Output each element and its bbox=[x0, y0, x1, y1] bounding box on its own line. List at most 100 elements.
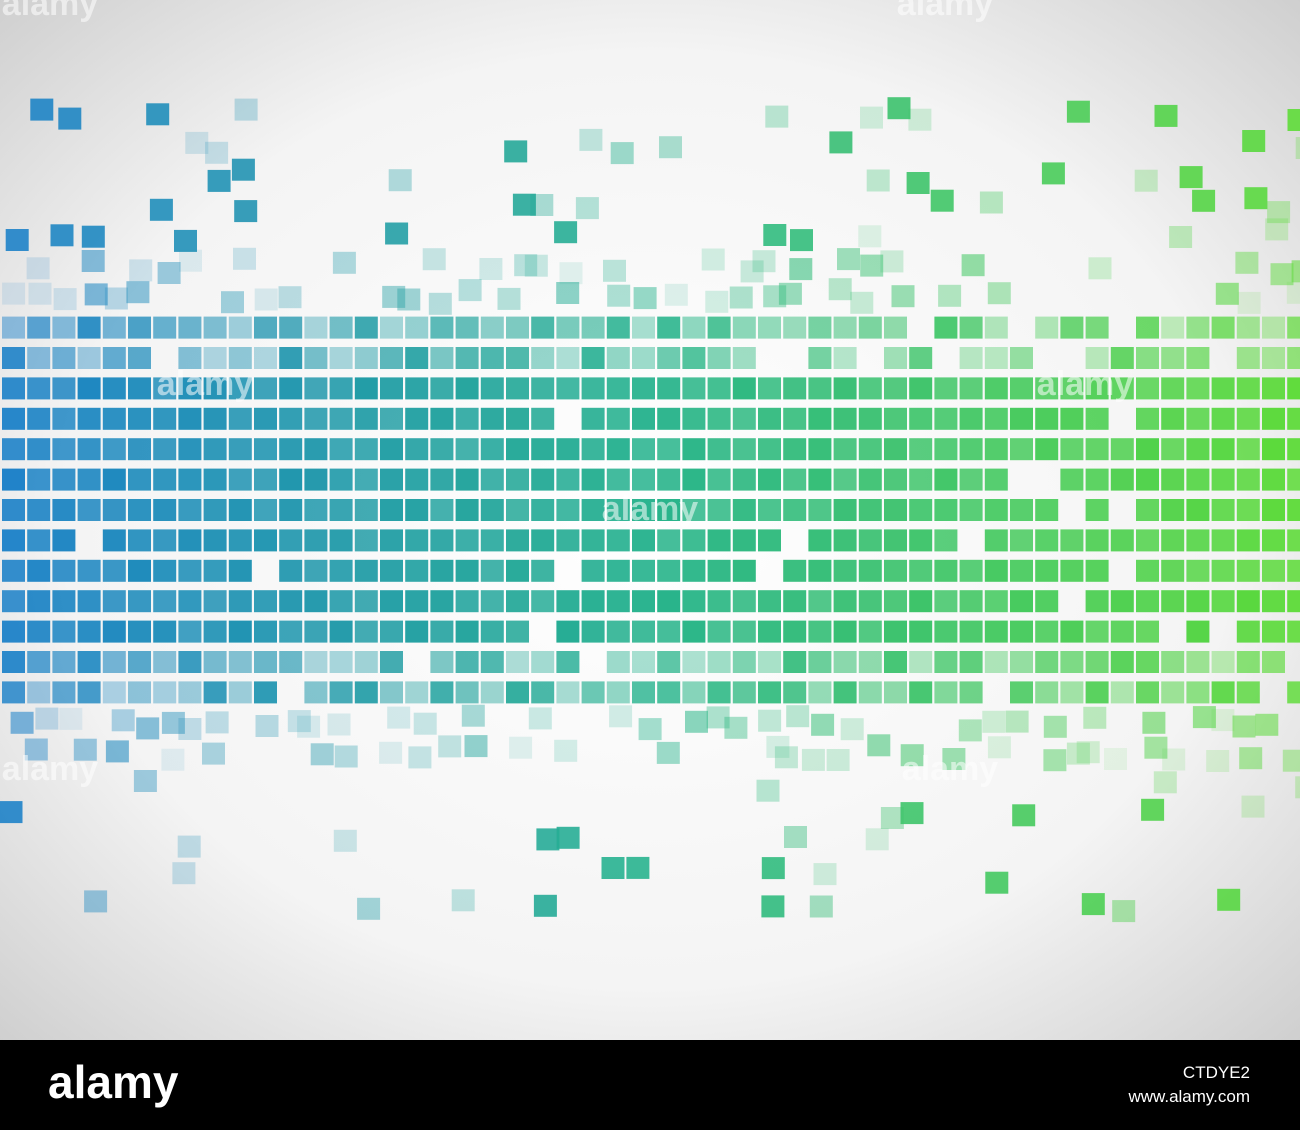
tile bbox=[909, 347, 933, 369]
tile bbox=[701, 248, 725, 271]
tile bbox=[811, 713, 835, 736]
tile bbox=[128, 651, 151, 673]
tile bbox=[387, 706, 411, 729]
tile bbox=[808, 468, 832, 491]
tile bbox=[763, 285, 787, 308]
tile bbox=[1287, 438, 1300, 461]
tile bbox=[480, 651, 504, 673]
tile bbox=[858, 590, 882, 613]
tile bbox=[228, 347, 252, 369]
tile bbox=[707, 590, 731, 613]
tile bbox=[255, 715, 279, 737]
tile bbox=[228, 438, 252, 461]
tile bbox=[531, 590, 555, 613]
tile bbox=[833, 316, 857, 339]
tile bbox=[579, 128, 603, 151]
tile bbox=[1110, 468, 1134, 491]
tile bbox=[657, 377, 681, 400]
tile bbox=[1262, 316, 1285, 339]
tile bbox=[606, 651, 630, 673]
tile bbox=[682, 407, 706, 430]
tile bbox=[1136, 377, 1159, 400]
tile bbox=[1161, 316, 1185, 339]
tile bbox=[984, 377, 1008, 400]
tile bbox=[77, 620, 101, 643]
tile bbox=[102, 651, 126, 673]
tile bbox=[1035, 316, 1059, 339]
tile bbox=[891, 285, 915, 308]
tile bbox=[1270, 263, 1294, 286]
tile bbox=[1186, 499, 1210, 521]
tile bbox=[128, 347, 151, 369]
tile bbox=[758, 316, 781, 339]
tile bbox=[707, 316, 731, 339]
tile bbox=[761, 857, 785, 880]
watermark: alamy bbox=[2, 0, 98, 23]
tile bbox=[329, 529, 353, 552]
tile bbox=[1060, 559, 1084, 582]
tile bbox=[506, 468, 529, 491]
tile bbox=[531, 316, 555, 339]
tile bbox=[1110, 620, 1134, 643]
tile bbox=[556, 590, 580, 613]
tile bbox=[157, 262, 181, 284]
tile bbox=[556, 499, 580, 521]
tile bbox=[657, 651, 681, 673]
tile bbox=[1010, 347, 1033, 369]
tile bbox=[959, 438, 983, 461]
tile bbox=[603, 259, 626, 282]
tile bbox=[531, 407, 555, 430]
tile bbox=[1211, 438, 1235, 461]
tile bbox=[808, 590, 832, 613]
tile bbox=[934, 468, 958, 491]
tile bbox=[884, 407, 907, 430]
tile bbox=[27, 316, 51, 339]
tile bbox=[178, 316, 202, 339]
tile bbox=[254, 499, 277, 521]
tile bbox=[581, 499, 605, 521]
tile bbox=[1287, 590, 1300, 613]
tile bbox=[884, 559, 907, 582]
tile bbox=[959, 681, 983, 704]
tile bbox=[632, 529, 655, 552]
tile bbox=[758, 620, 781, 643]
tile bbox=[1236, 438, 1260, 461]
watermark: alamy bbox=[157, 365, 253, 403]
tile bbox=[128, 499, 151, 521]
tile bbox=[455, 468, 479, 491]
tile bbox=[506, 590, 529, 613]
watermark: alamy bbox=[2, 750, 98, 788]
tile bbox=[497, 287, 521, 310]
tile bbox=[556, 681, 580, 704]
tile bbox=[906, 172, 930, 194]
tile bbox=[833, 468, 857, 491]
tile bbox=[81, 225, 105, 248]
tile bbox=[758, 407, 781, 430]
tile bbox=[254, 438, 277, 461]
tile bbox=[581, 316, 605, 339]
tile bbox=[934, 559, 958, 582]
tile bbox=[329, 407, 353, 430]
tile bbox=[909, 620, 933, 643]
tile bbox=[707, 347, 731, 369]
tile bbox=[77, 590, 101, 613]
tile bbox=[279, 347, 303, 369]
tile bbox=[959, 407, 983, 430]
tile bbox=[161, 748, 185, 771]
tile bbox=[77, 438, 101, 461]
tile bbox=[581, 559, 605, 582]
tile bbox=[52, 347, 76, 369]
tile bbox=[228, 590, 252, 613]
tile bbox=[909, 438, 933, 461]
tile bbox=[601, 857, 625, 879]
tile bbox=[26, 257, 50, 280]
tile bbox=[732, 316, 756, 339]
tile bbox=[1035, 377, 1059, 400]
tile bbox=[682, 620, 706, 643]
tile bbox=[1267, 201, 1291, 224]
tile bbox=[2, 316, 25, 339]
tile bbox=[959, 316, 983, 339]
tile bbox=[153, 407, 177, 430]
tile bbox=[405, 620, 429, 643]
tile bbox=[1035, 407, 1059, 430]
